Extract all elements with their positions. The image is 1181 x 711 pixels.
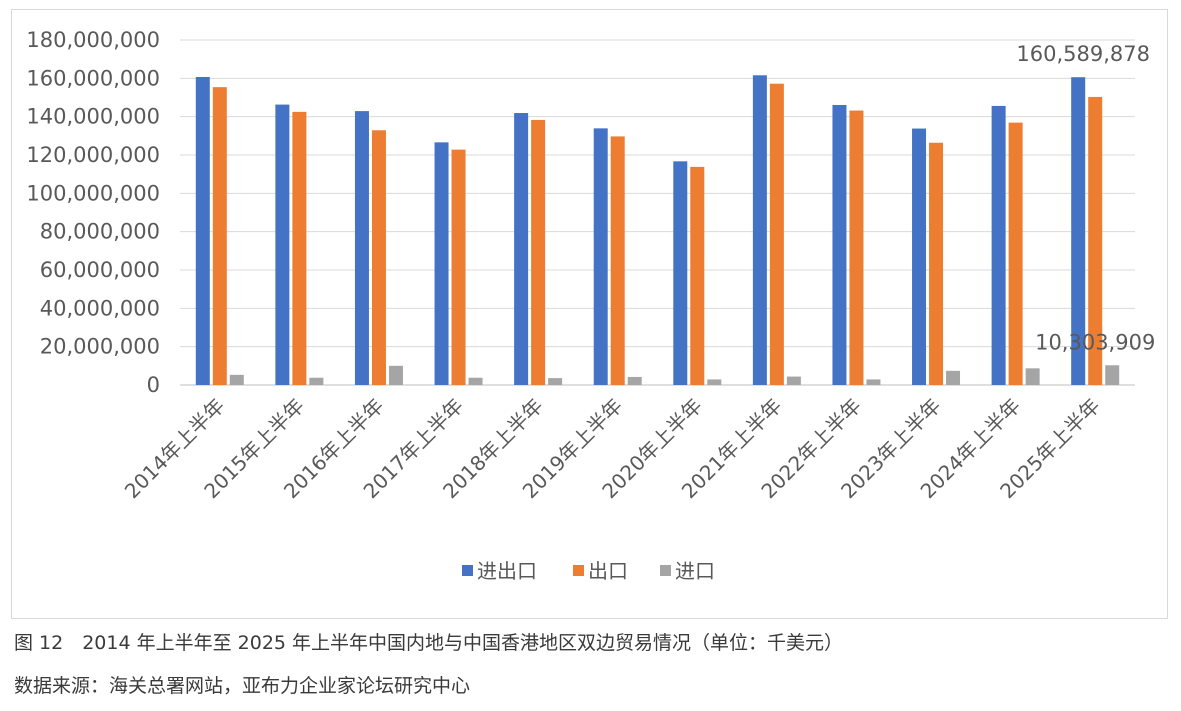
legend-label: 进口 <box>675 559 715 583</box>
bar-import <box>229 374 244 385</box>
bar-total <box>434 142 449 385</box>
bar-total <box>991 105 1006 385</box>
bar-import <box>1025 368 1040 385</box>
legend-label: 进出口 <box>477 559 537 583</box>
y-tick-label: 60,000,000 <box>40 258 160 282</box>
bar-total <box>1071 77 1086 386</box>
bar-export <box>451 149 466 385</box>
bar-import <box>468 377 483 385</box>
bar-total <box>593 128 608 385</box>
bar-chart: 0 20,000,000 40,000,000 60,000,000 80,000,00… <box>26 28 1155 583</box>
y-tick-label: 100,000,000 <box>26 181 160 205</box>
bar-total <box>354 111 369 385</box>
bar-import <box>946 370 961 385</box>
bar-export <box>849 110 864 386</box>
bar-import <box>786 376 801 385</box>
data-label: 10,303,909 <box>1035 330 1155 354</box>
legend-swatch <box>462 565 473 576</box>
y-tick-label: 20,000,000 <box>40 335 160 359</box>
bar-export <box>610 136 625 385</box>
bar-export <box>929 142 944 385</box>
bar-export <box>690 166 705 385</box>
data-label: 160,589,878 <box>1016 42 1150 66</box>
legend-label: 出口 <box>588 559 628 583</box>
bar-import <box>707 379 722 385</box>
figure-caption: 图 12 2014 年上半年至 2025 年上半年中国内地与中国香港地区双边贸易… <box>14 632 844 654</box>
bar-export <box>769 83 784 385</box>
bar-total <box>195 76 210 385</box>
y-tick-label: 80,000,000 <box>40 220 160 244</box>
bar-total <box>514 113 529 386</box>
y-tick-label: 0 <box>147 373 160 397</box>
bar-export <box>292 111 307 385</box>
legend-swatch <box>573 565 584 576</box>
bar-import <box>388 365 403 385</box>
y-tick-label: 120,000,000 <box>26 143 160 167</box>
y-tick-label: 180,000,000 <box>26 28 160 52</box>
bar-export <box>531 119 546 386</box>
bar-import <box>309 377 324 385</box>
bar-import <box>866 379 881 385</box>
bar-total <box>912 128 927 386</box>
bar-total <box>275 104 290 385</box>
bar-import <box>627 376 642 385</box>
y-tick-label: 40,000,000 <box>40 296 160 320</box>
bar-export <box>1088 96 1103 386</box>
bar-total <box>673 161 688 385</box>
bar-total <box>832 104 847 385</box>
bar-import <box>548 378 563 385</box>
bar-export <box>371 130 386 385</box>
bar-total <box>752 75 767 386</box>
bar-export <box>212 87 227 386</box>
bar-export <box>1008 122 1023 385</box>
source-caption: 数据来源：海关总署网站，亚布力企业家论坛研究中心 <box>14 675 471 697</box>
bar-import <box>1105 365 1120 385</box>
y-tick-label: 160,000,000 <box>26 66 160 90</box>
y-tick-label: 140,000,000 <box>26 105 160 129</box>
legend-swatch <box>660 565 671 576</box>
